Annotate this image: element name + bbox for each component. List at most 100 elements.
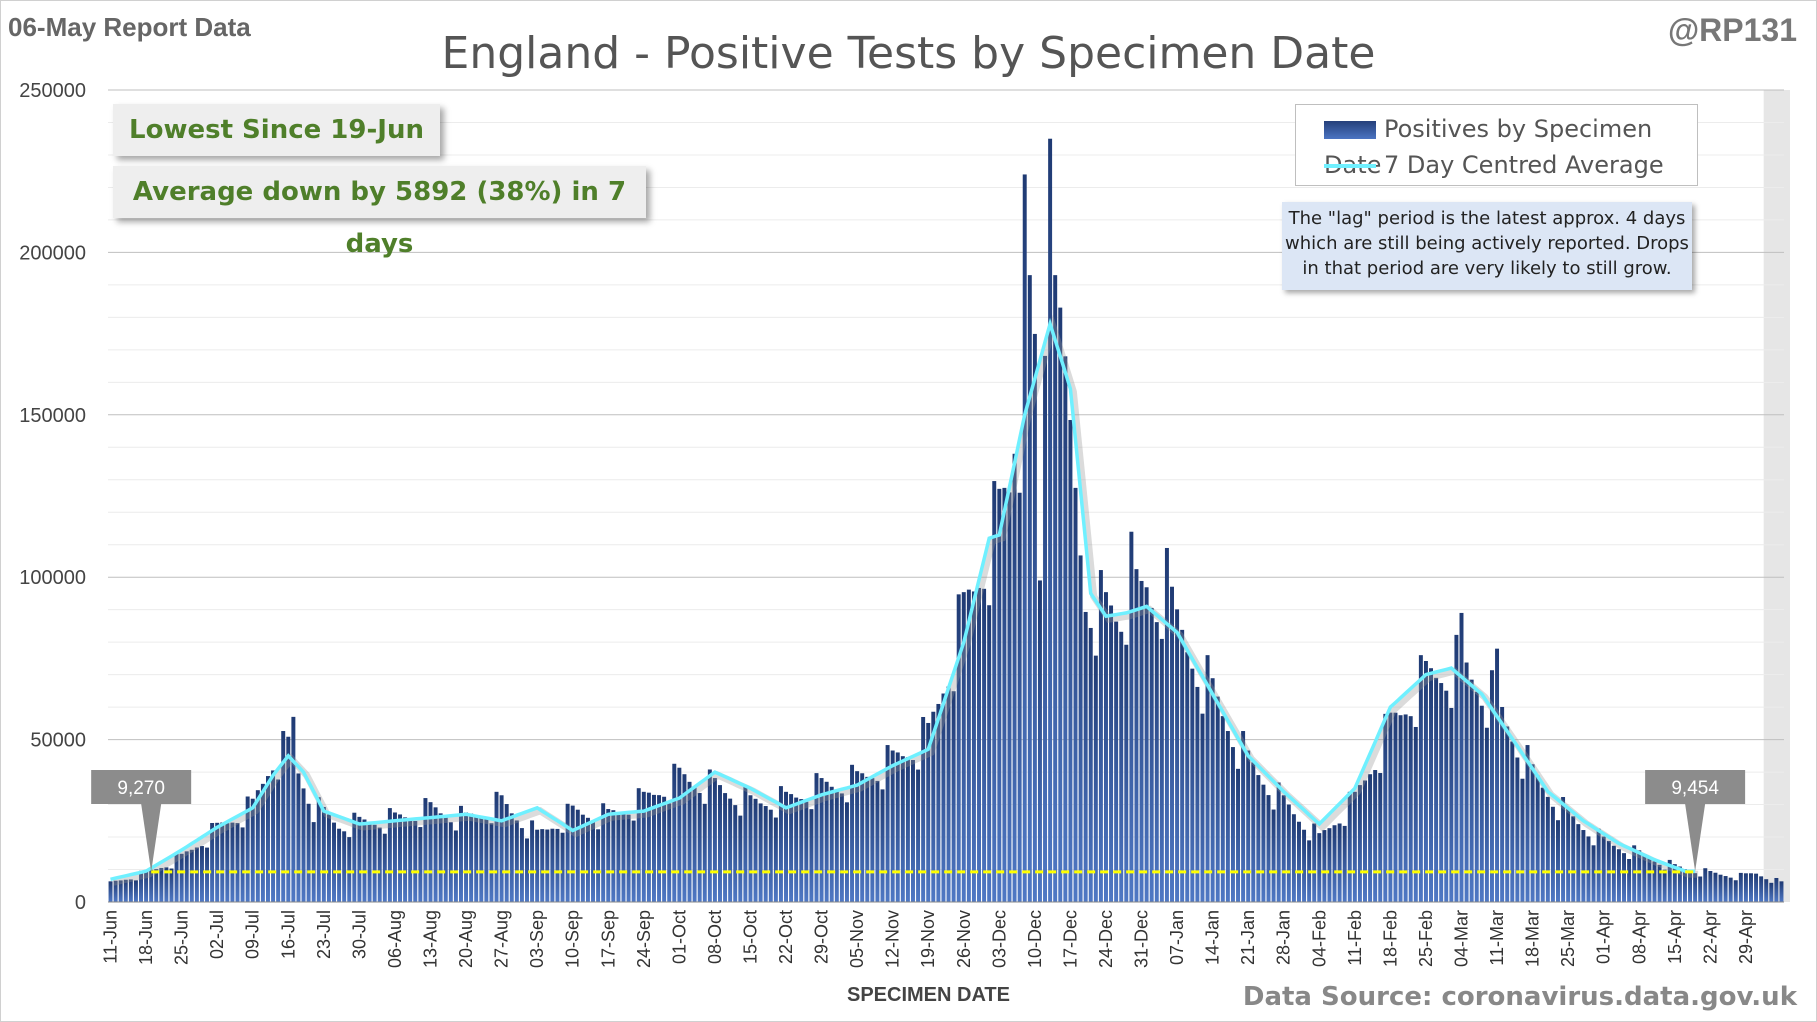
data-bar [560,832,565,902]
data-bar [550,828,555,902]
data-bar [1774,877,1779,902]
data-bar [189,849,194,902]
data-bar [1647,858,1652,902]
data-bar [1418,655,1423,902]
x-tick-label: 16-Jul [278,910,298,959]
data-bar [230,822,235,902]
data-bar [662,796,667,902]
data-bar [1413,726,1418,902]
x-tick-label: 19-Nov [918,910,938,968]
y-tick-label: 150000 [19,405,86,427]
data-bar [865,776,870,902]
data-bar [931,711,936,902]
x-tick-label: 01-Oct [669,910,689,964]
data-bar [1007,492,1012,902]
data-bar [174,853,179,902]
x-tick-label: 10-Sep [563,910,583,968]
data-bar [1286,804,1291,902]
data-bar [657,795,662,902]
data-bar [809,809,814,902]
data-bar [1134,569,1139,902]
data-bar [768,809,773,902]
data-bar [1109,605,1114,902]
data-bar [1312,823,1317,902]
data-bar [1088,627,1093,902]
x-tick-label: 05-Nov [847,910,867,968]
data-bar [1479,705,1484,902]
y-tick-label: 100000 [19,567,86,589]
x-tick-label: 25-Jun [172,910,192,965]
data-bar [667,803,672,902]
data-bar [1195,686,1200,902]
data-bar [535,829,540,902]
data-bar [128,879,133,902]
data-bar [1459,612,1464,902]
data-bar [296,773,301,902]
data-bar [601,803,606,902]
data-bar [1180,629,1185,902]
legend-item-line: 7 Day Centred Average [1324,147,1664,183]
x-tick-label: 04-Mar [1451,910,1471,967]
x-tick-label: 24-Sep [634,910,654,968]
legend-label-line: 7 Day Centred Average [1384,151,1664,179]
data-bar [1408,716,1413,902]
data-bar [1764,879,1769,902]
data-bar [1352,791,1357,902]
data-bar [844,802,849,902]
data-bar [1622,853,1626,902]
data-bar [1357,785,1362,902]
x-axis-title: SPECIMEN DATE [847,984,1010,1006]
data-bar [1688,871,1693,902]
data-bar [1393,712,1398,902]
data-bar [1124,644,1129,902]
line-swatch-icon [1324,164,1376,168]
data-bar [626,814,631,902]
x-tick-label: 11-Feb [1345,910,1365,966]
data-bar [1454,634,1459,902]
data-bar [611,810,616,902]
data-bar [220,822,225,902]
data-bar [1723,876,1728,902]
data-bar [575,809,580,902]
data-bar [1510,741,1515,902]
data-bar [895,752,900,902]
data-bar [377,827,382,902]
data-bar [1423,660,1428,902]
data-bar [748,795,753,902]
x-tick-label: 07-Jan [1167,910,1187,965]
data-bar [956,594,961,902]
data-bar [905,757,910,902]
data-bar [1302,829,1307,902]
data-bar [728,798,733,902]
data-bar [1489,670,1494,902]
x-tick-label: 26-Nov [954,910,974,968]
legend-label-bars: Positives by Specimen Date [1324,115,1653,179]
data-bar [199,846,204,902]
data-bar [646,792,651,902]
data-bar [555,828,560,902]
data-bar [266,776,270,902]
data-bar [672,763,677,902]
data-bar [1261,784,1266,902]
data-bar [1190,668,1195,902]
data-bar [1296,821,1301,902]
data-bar [738,815,743,902]
x-tick-label: 24-Dec [1096,910,1116,968]
data-bar [1708,871,1713,902]
data-bar [530,820,535,902]
x-tick-label: 17-Sep [598,910,618,968]
x-tick-label: 20-Aug [456,910,476,968]
data-bar [1017,492,1022,902]
data-bar [215,822,220,902]
x-tick-label: 14-Jan [1203,910,1223,965]
data-bar [1596,828,1601,902]
data-bar [1429,668,1434,902]
data-bar [1068,419,1073,902]
data-bar [692,786,697,902]
data-bar [210,823,215,902]
data-bar [1657,864,1662,902]
data-bar [1281,795,1286,902]
x-tick-label: 08-Apr [1629,910,1649,964]
data-bar [834,789,839,902]
data-bar [860,773,865,902]
